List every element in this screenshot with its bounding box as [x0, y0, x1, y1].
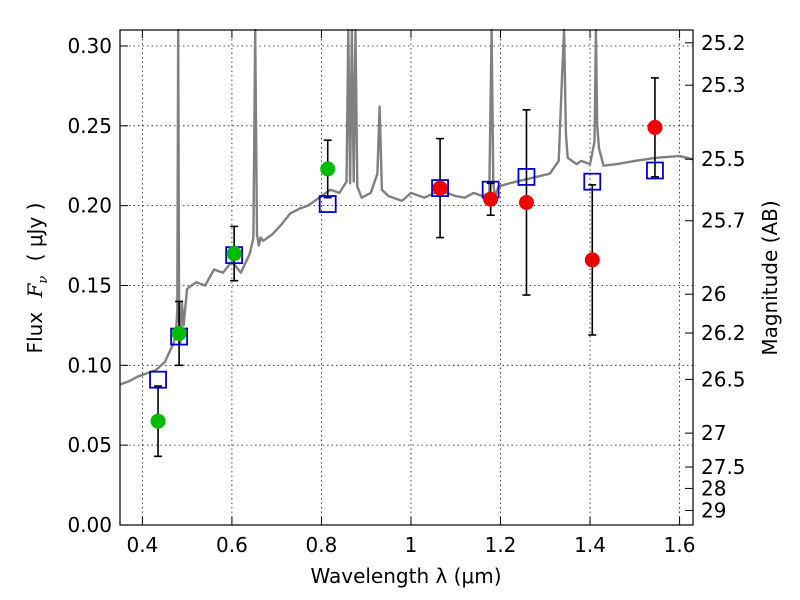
model-square-marker — [517, 168, 536, 186]
y2-tick-label: 27.5 — [701, 455, 746, 479]
x-axis-label: Wavelength λ (μm) — [310, 564, 501, 588]
y2-tick-label: 26.2 — [701, 321, 746, 345]
model-square-marker — [431, 179, 449, 197]
optical-point — [171, 325, 187, 341]
y2-tick-label: 25.2 — [701, 31, 746, 55]
y2-tick-label: 25.7 — [701, 209, 746, 233]
y-tick-label: 0.25 — [67, 114, 112, 138]
spectrum-line — [119, 28, 694, 386]
y-axis-label-subscript: ν — [36, 276, 51, 284]
optical-point — [150, 413, 166, 429]
optical-point — [226, 246, 242, 262]
x-tick-label: 1 — [405, 533, 418, 557]
infrared-point — [647, 119, 663, 135]
axes-ticks: 0.4 0.6 0.8 1 1.2 1.4 1.6 0.00 0.05 0.10 0.15 0.20 0… — [67, 30, 746, 557]
y-axis-label: Flux Fν ( μJy ) — [23, 203, 52, 354]
infrared-point — [483, 191, 499, 207]
model-square-marker — [149, 370, 167, 389]
grid — [120, 30, 693, 525]
y-tick-label: 0.00 — [67, 513, 112, 537]
y-tick-label: 0.20 — [67, 194, 112, 218]
infrared-point — [432, 180, 448, 196]
infrared-point — [518, 194, 534, 210]
x-tick-label: 0.4 — [126, 533, 158, 557]
x-tick-label: 0.8 — [306, 533, 338, 557]
y-tick-label: 0.30 — [67, 34, 112, 58]
infrared-point — [584, 252, 600, 268]
y-axis-label-unit: ( μJy ) — [23, 203, 47, 262]
y-axis-label-symbol: F — [23, 283, 47, 299]
optical-point — [320, 161, 336, 177]
y2-tick-label: 26 — [701, 282, 726, 306]
model-square-marker — [318, 195, 337, 213]
y-tick-label: 0.05 — [67, 433, 112, 457]
plot-area — [119, 28, 694, 458]
y2-tick-label: 28 — [701, 476, 726, 500]
x-tick-label: 1.6 — [664, 533, 696, 557]
model-square-marker — [646, 161, 664, 180]
plot-frame — [119, 29, 694, 526]
y2-axis-label: Magnitude (AB) — [758, 200, 782, 355]
x-tick-label: 0.6 — [216, 533, 248, 557]
y2-tick-label: 25.5 — [701, 147, 746, 171]
y-tick-label: 0.10 — [67, 353, 112, 377]
x-tick-label: 1.4 — [574, 533, 606, 557]
y2-tick-label: 26.5 — [701, 367, 746, 391]
y-tick-label: 0.15 — [67, 273, 112, 297]
model-square-marker — [583, 172, 602, 191]
y2-tick-label: 25.3 — [701, 73, 746, 97]
y-axis-label-prefix: Flux — [23, 312, 47, 354]
y2-tick-label: 27 — [701, 421, 726, 445]
y2-tick-label: 29 — [701, 498, 726, 522]
x-tick-label: 1.2 — [485, 533, 517, 557]
